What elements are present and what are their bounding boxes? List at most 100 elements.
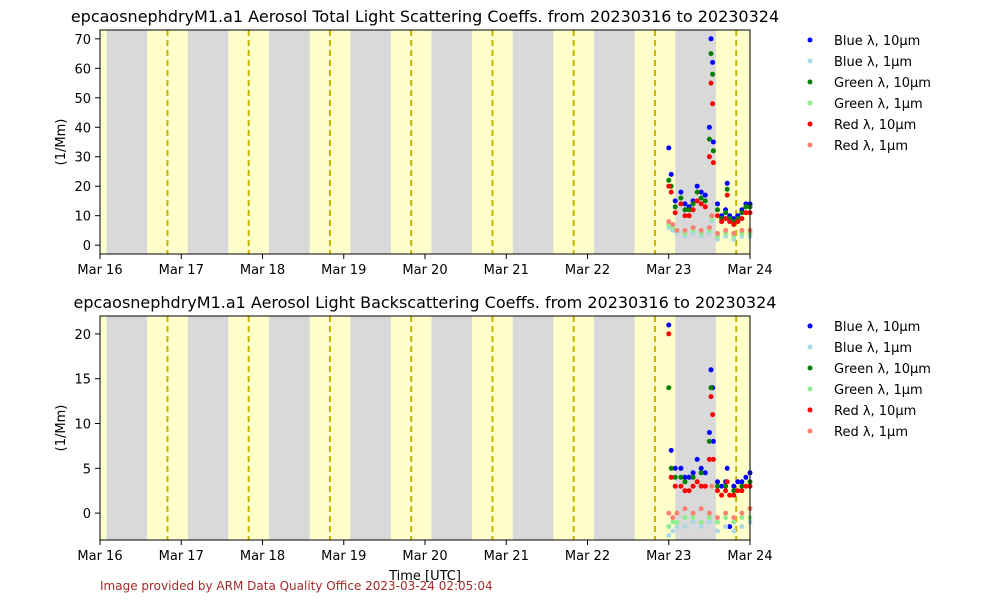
data-point — [710, 139, 716, 145]
y-tick-label: 20 — [74, 328, 91, 343]
data-point — [710, 59, 716, 65]
x-tick-label: Mar 17 — [159, 549, 204, 564]
legend-marker — [807, 407, 813, 413]
x-tick-label: Mar 18 — [240, 263, 285, 278]
x-axis-label: Time [UTC] — [388, 569, 461, 584]
chart-title: epcaosnephdryM1.a1 Aerosol Total Light S… — [71, 7, 779, 26]
data-point — [698, 195, 704, 201]
data-point — [715, 488, 720, 494]
data-point — [710, 438, 716, 444]
data-point — [682, 207, 688, 213]
data-point — [739, 483, 745, 489]
data-point — [674, 519, 680, 525]
data-point — [706, 519, 712, 525]
data-point — [702, 204, 708, 210]
data-point — [706, 510, 712, 516]
data-point — [690, 207, 696, 213]
data-point — [678, 465, 684, 471]
y-tick-label: 40 — [74, 121, 91, 136]
data-point — [666, 385, 672, 391]
data-point — [708, 36, 714, 42]
x-tick-label: Mar 20 — [402, 263, 447, 278]
data-point — [735, 479, 741, 485]
data-point — [715, 207, 720, 213]
data-point — [706, 154, 712, 160]
data-point — [715, 483, 720, 489]
legend-label: Blue λ, 10μm — [834, 34, 920, 49]
legend-label: Green λ, 10μm — [834, 362, 931, 377]
data-point — [690, 470, 696, 476]
data-point — [715, 515, 720, 521]
y-axis-label: (1/Mm) — [54, 119, 69, 166]
legend-marker — [807, 58, 813, 64]
x-tick-label: Mar 22 — [565, 549, 610, 564]
data-point — [670, 528, 676, 534]
data-point — [666, 219, 672, 225]
legend-label: Blue λ, 1μm — [834, 55, 912, 70]
data-point — [715, 519, 720, 525]
y-axis-label: (1/Mm) — [54, 405, 69, 452]
data-point — [698, 227, 704, 233]
legend-label: Red λ, 1μm — [834, 139, 908, 154]
data-point — [710, 148, 716, 154]
data-point — [702, 192, 708, 198]
data-point — [668, 474, 674, 480]
data-point — [678, 201, 684, 207]
data-point — [686, 488, 692, 494]
legend-marker — [807, 428, 813, 434]
data-point — [708, 367, 714, 373]
data-point — [672, 465, 678, 471]
data-point — [709, 213, 715, 219]
data-point — [694, 183, 700, 189]
data-point — [706, 438, 712, 444]
data-point — [723, 515, 729, 521]
footer-credit: Image provided by ARM Data Quality Offic… — [100, 579, 493, 593]
data-point — [698, 519, 704, 525]
series-4 — [666, 331, 753, 498]
data-point — [715, 479, 720, 485]
data-point — [702, 470, 708, 476]
data-point — [731, 519, 737, 525]
data-point — [708, 394, 714, 400]
data-point — [690, 510, 696, 516]
y-tick-label: 0 — [83, 507, 91, 522]
x-tick-label: Mar 24 — [727, 549, 772, 564]
data-point — [672, 210, 678, 216]
data-point — [743, 483, 749, 489]
y-tick-label: 20 — [74, 180, 91, 195]
backscattering-panel: Mar 16 Mar 17 Mar 18 Mar 19 Mar 20 Mar 21 Mar … — [54, 293, 931, 584]
x-tick-label: Mar 19 — [321, 549, 366, 564]
x-tick-label: Mar 21 — [484, 263, 529, 278]
data-point — [708, 385, 714, 391]
data-point — [670, 519, 676, 525]
data-point — [719, 492, 725, 498]
data-point — [666, 331, 672, 337]
data-point — [668, 465, 674, 471]
data-point — [708, 51, 714, 57]
legend-marker — [807, 121, 813, 127]
data-point — [709, 483, 715, 489]
data-point — [666, 183, 672, 189]
series-4 — [666, 80, 753, 227]
data-point — [678, 483, 684, 489]
legend-label: Blue λ, 1μm — [834, 341, 912, 356]
data-point — [702, 483, 708, 489]
x-tick-label: Mar 18 — [240, 549, 285, 564]
data-point — [706, 430, 712, 435]
data-point — [739, 210, 745, 216]
data-point — [672, 198, 678, 204]
data-point — [706, 456, 712, 462]
data-point — [706, 515, 712, 521]
data-point — [674, 524, 680, 530]
legend-marker — [807, 365, 813, 371]
data-point — [743, 474, 749, 480]
data-point — [706, 225, 712, 230]
legend-marker — [807, 344, 813, 350]
x-tick-label: Mar 16 — [77, 263, 122, 278]
data-point — [727, 524, 733, 530]
daylight-band — [100, 316, 107, 540]
data-point — [710, 101, 716, 107]
data-point — [694, 198, 700, 204]
data-point — [666, 524, 672, 530]
data-point — [706, 136, 712, 142]
